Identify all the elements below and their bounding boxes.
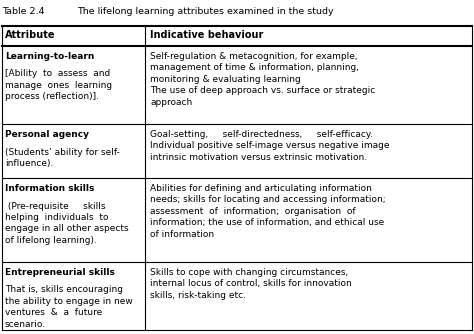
Text: Personal agency: Personal agency: [5, 130, 89, 139]
Text: Abilities for defining and articulating information
needs; skills for locating a: Abilities for defining and articulating …: [150, 184, 386, 239]
Text: (Pre-requisite     skills
helping  individuals  to
engage in all other aspects
o: (Pre-requisite skills helping individual…: [5, 201, 128, 245]
Text: [Ability  to  assess  and
manage  ones  learning
process (reflection)].: [Ability to assess and manage ones learn…: [5, 69, 112, 102]
Text: The lifelong learning attributes examined in the study: The lifelong learning attributes examine…: [77, 7, 334, 16]
Text: Indicative behaviour: Indicative behaviour: [150, 30, 264, 40]
Text: Goal-setting,     self-directedness,     self-efficacy.
Individual positive self: Goal-setting, self-directedness, self-ef…: [150, 130, 390, 162]
Text: Table 2.4: Table 2.4: [2, 7, 45, 16]
Text: Learning-to-learn: Learning-to-learn: [5, 52, 94, 61]
Text: Skills to cope with changing circumstances,
internal locus of control, skills fo: Skills to cope with changing circumstanc…: [150, 268, 352, 300]
Text: That is, skills encouraging
the ability to engage in new
ventures  &  a  future
: That is, skills encouraging the ability …: [5, 286, 133, 329]
Text: Attribute: Attribute: [5, 30, 55, 40]
Text: Self-regulation & metacognition, for example,
management of time & information, : Self-regulation & metacognition, for exa…: [150, 52, 375, 107]
Text: Information skills: Information skills: [5, 184, 94, 193]
Text: (Students’ ability for self-
influence).: (Students’ ability for self- influence).: [5, 148, 120, 168]
Text: Entrepreneurial skills: Entrepreneurial skills: [5, 268, 115, 277]
